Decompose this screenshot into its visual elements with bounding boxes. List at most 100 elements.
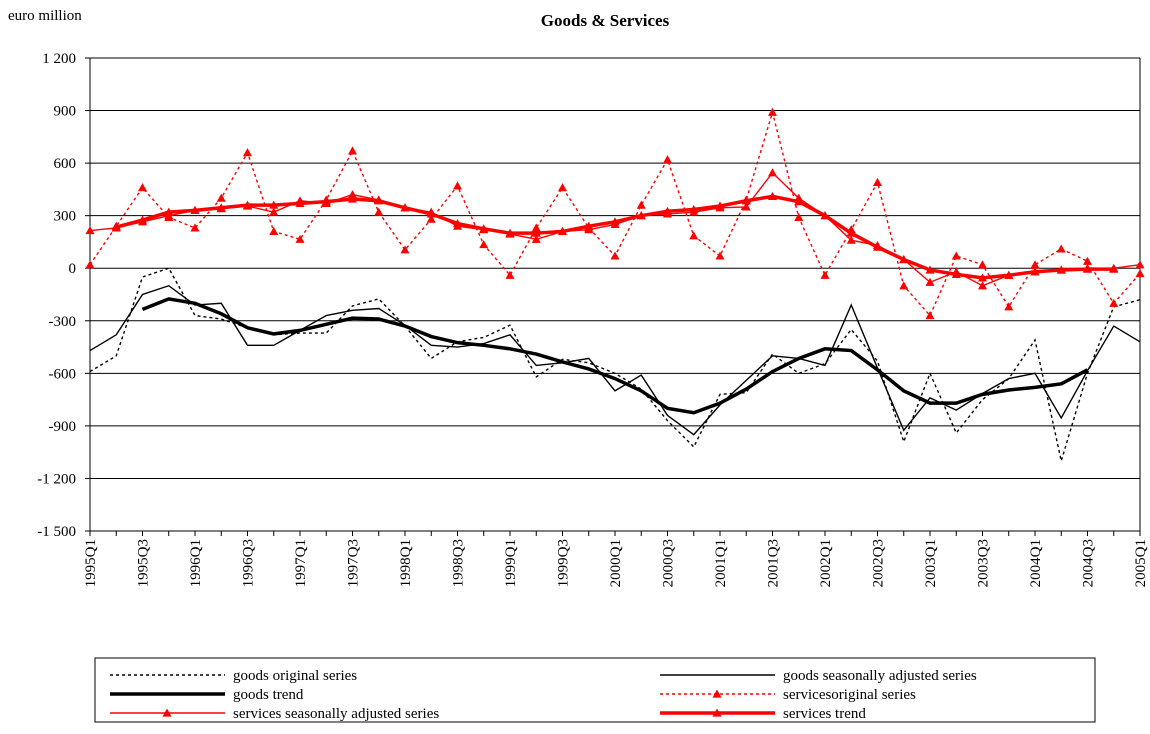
marker (1030, 260, 1040, 269)
chart-title: Goods & Services (541, 11, 670, 30)
x-tick-label: 1996Q1 (188, 539, 204, 587)
marker (321, 197, 331, 206)
marker (899, 281, 909, 290)
marker (190, 223, 200, 232)
marker (820, 211, 830, 220)
marker (584, 221, 594, 230)
marker (846, 235, 856, 244)
x-tick-label: 2003Q1 (923, 539, 939, 587)
x-tick-label: 2001Q1 (713, 539, 729, 587)
marker (978, 281, 987, 290)
y-tick-label: -1 500 (37, 524, 76, 540)
marker (295, 198, 305, 208)
x-tick-label: 2004Q3 (1081, 539, 1097, 587)
x-tick-label: 2004Q1 (1028, 539, 1044, 587)
marker (1030, 267, 1040, 276)
marker (348, 190, 357, 199)
marker (111, 222, 121, 231)
marker (374, 207, 384, 216)
marker (1056, 265, 1066, 274)
legend-box (94, 657, 1096, 723)
marker (768, 107, 777, 116)
x-tick-label: 2002Q3 (871, 539, 887, 587)
marker (1083, 256, 1092, 265)
marker (164, 207, 174, 216)
marker (1083, 264, 1092, 273)
marker (689, 205, 699, 214)
marker (610, 217, 620, 226)
x-tick-label: 1997Q1 (293, 539, 309, 587)
legend-marker (712, 708, 722, 717)
y-tick-label: -900 (49, 419, 77, 435)
marker (636, 200, 646, 209)
marker (1135, 260, 1145, 269)
y-tick-label: 0 (69, 261, 77, 277)
y-axis-label: euro million (8, 8, 82, 24)
marker (269, 226, 279, 236)
marker (873, 177, 882, 186)
x-tick-label: 2001Q3 (766, 539, 782, 587)
x-tick-label: 2000Q1 (608, 539, 624, 587)
marker (348, 146, 357, 155)
x-tick-label: 1999Q3 (556, 539, 572, 587)
x-tick-label: 1998Q3 (451, 539, 467, 587)
marker (243, 148, 252, 157)
marker (610, 251, 620, 260)
marker (925, 311, 935, 320)
marker (558, 183, 567, 192)
legend-label: goods original series (233, 668, 357, 684)
marker (269, 207, 279, 216)
marker (663, 155, 672, 164)
legend-label: services seasonally adjusted series (233, 706, 439, 722)
marker (794, 197, 804, 206)
marker (978, 273, 987, 282)
marker (689, 231, 699, 240)
marker (400, 203, 410, 212)
marker (295, 234, 305, 243)
marker (1135, 268, 1145, 278)
marker (479, 224, 489, 233)
marker (846, 228, 856, 237)
marker (925, 265, 935, 274)
marker (505, 270, 515, 279)
marker (1004, 270, 1014, 279)
legend-label: services trend (783, 706, 866, 722)
marker (85, 226, 95, 235)
marker (1109, 264, 1119, 273)
marker (715, 201, 725, 210)
x-tick-label: 1998Q1 (398, 539, 414, 587)
marker (951, 269, 961, 278)
marker (138, 183, 147, 192)
legend-label: servicesoriginal series (783, 687, 916, 703)
marker (741, 202, 751, 211)
marker (951, 251, 961, 260)
marker (663, 206, 672, 215)
y-tick-label: 1 200 (42, 51, 76, 67)
marker (453, 219, 462, 228)
marker (479, 240, 489, 249)
marker (873, 242, 882, 251)
marker (1109, 298, 1119, 307)
marker (1004, 302, 1014, 311)
series-line (141, 297, 1089, 415)
legend-label: goods seasonally adjusted series (783, 668, 977, 684)
legend-marker (712, 689, 722, 698)
marker (899, 254, 909, 264)
marker (505, 228, 515, 237)
series-line (89, 267, 1141, 462)
marker (348, 194, 357, 203)
x-tick-label: 2002Q1 (818, 539, 834, 587)
marker (190, 205, 200, 215)
y-tick-label: -1 200 (37, 471, 76, 487)
marker (978, 260, 987, 269)
x-tick-label: 2000Q3 (661, 539, 677, 587)
y-tick-label: 300 (54, 209, 77, 225)
marker (768, 168, 777, 177)
marker (216, 203, 226, 212)
y-tick-label: 900 (54, 104, 77, 120)
marker (426, 214, 436, 223)
x-tick-label: 1995Q3 (136, 539, 152, 587)
x-tick-label: 2005Q1 (1133, 539, 1149, 587)
legend-label: goods trend (233, 687, 304, 703)
